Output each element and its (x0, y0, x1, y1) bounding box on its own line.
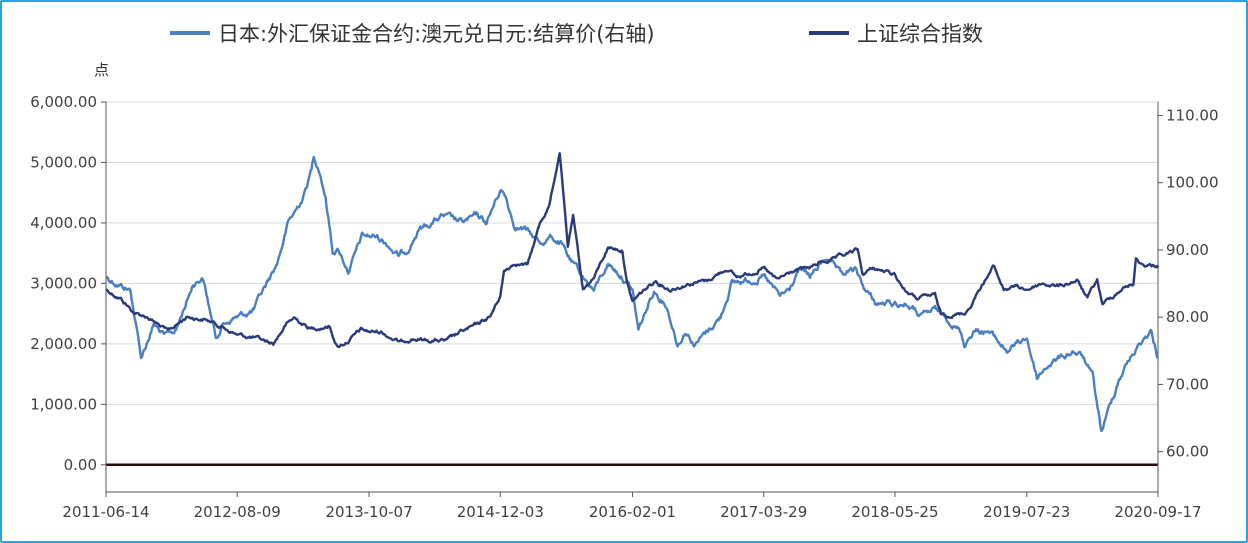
series-line-aud-jpy (105, 156, 1159, 433)
x-tick-label: 2017-03-29 (720, 503, 807, 521)
y-right-tick-label: 60.00 (1166, 443, 1209, 461)
legend: 日本:外汇保证金合约:澳元兑日元:结算价(右轴) 上证综合指数 (170, 22, 983, 46)
legend-label-aud-jpy: 日本:外汇保证金合约:澳元兑日元:结算价(右轴) (218, 22, 655, 46)
y-left-unit-label: 点 (94, 61, 109, 79)
y-right-tick-label: 70.00 (1166, 375, 1209, 393)
x-tick-label: 2012-08-09 (194, 503, 281, 521)
y-right-tick-label: 110.00 (1166, 106, 1219, 124)
y-left-tick-label: 4,000.00 (30, 214, 97, 232)
y-left-tick-label: 6,000.00 (30, 93, 97, 111)
x-tick-label: 2019-07-23 (983, 503, 1070, 521)
x-tick-label: 2011-06-14 (62, 503, 149, 521)
y-left-tick-label: 5,000.00 (30, 153, 97, 171)
y-left-ticks: 0.00 1,000.00 2,000.00 3,000.00 4,000.00 5,00… (30, 93, 106, 474)
legend-label-shanghai: 上证综合指数 (857, 22, 983, 46)
y-left-tick-label: 1,000.00 (30, 395, 97, 413)
y-right-tick-label: 80.00 (1166, 308, 1209, 326)
x-tick-label: 2013-10-07 (325, 503, 412, 521)
x-ticks: 2011-06-14 2012-08-09 2013-10-07 2014-12-03… (62, 492, 1202, 521)
y-right-tick-label: 90.00 (1166, 241, 1209, 259)
x-tick-label: 2020-09-17 (1114, 503, 1201, 521)
series-lines (105, 152, 1160, 433)
x-tick-label: 2018-05-25 (851, 503, 938, 521)
x-tick-label: 2014-12-03 (457, 503, 544, 521)
y-right-tick-label: 100.00 (1166, 174, 1219, 192)
y-left-tick-label: 2,000.00 (30, 335, 97, 353)
series-line-shanghai (105, 152, 1160, 349)
x-tick-label: 2016-02-01 (589, 503, 676, 521)
y-right-ticks: 60.00 70.00 80.00 90.00 100.00 110.00 (1158, 106, 1219, 461)
y-left-tick-label: 3,000.00 (30, 274, 97, 292)
y-left-tick-label: 0.00 (64, 456, 97, 474)
